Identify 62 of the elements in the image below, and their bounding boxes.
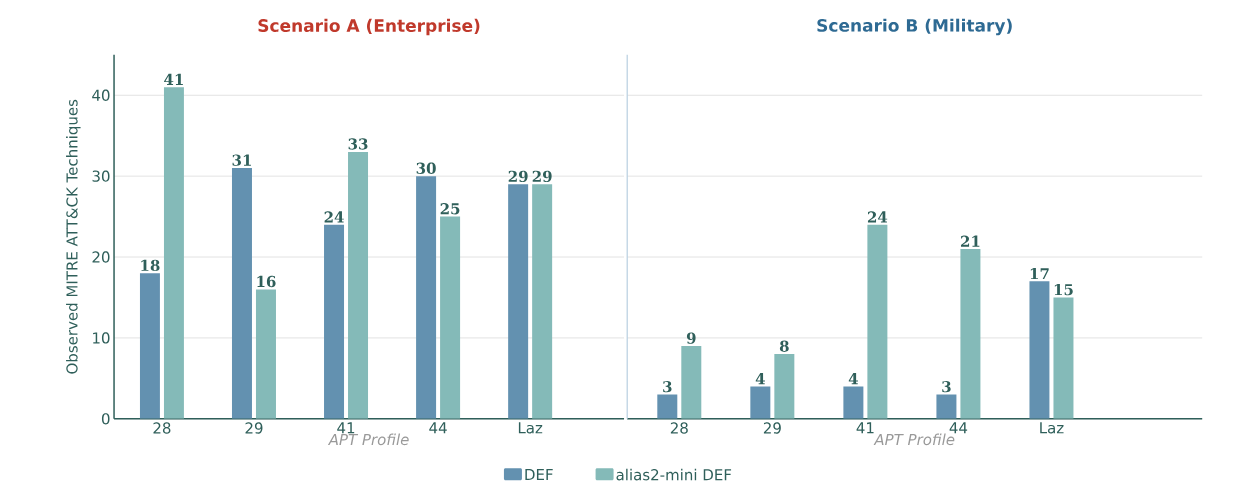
legend-label: DEF bbox=[525, 469, 553, 480]
bar bbox=[139, 273, 160, 419]
data-label: 30 bbox=[416, 162, 436, 174]
bar bbox=[255, 289, 276, 419]
x-tick-label: 41 bbox=[856, 422, 874, 434]
bar bbox=[1053, 297, 1074, 419]
bar bbox=[774, 354, 795, 419]
chart-title: Scenario A (Enterprise) bbox=[258, 18, 480, 36]
x-tick-label: 29 bbox=[245, 422, 263, 434]
data-label: 29 bbox=[508, 170, 528, 183]
bar bbox=[936, 394, 957, 419]
data-label: 24 bbox=[324, 211, 344, 223]
x-tick-label: 28 bbox=[153, 422, 171, 434]
x-tick-label: Laz bbox=[1040, 422, 1064, 434]
data-label: 4 bbox=[848, 373, 858, 385]
data-label: 25 bbox=[440, 203, 460, 215]
data-label: 3 bbox=[942, 380, 951, 393]
bar bbox=[843, 386, 864, 419]
data-label: 4 bbox=[755, 373, 765, 385]
bar bbox=[416, 176, 437, 419]
x-axis-title: APT Profile bbox=[327, 433, 409, 446]
bar bbox=[231, 168, 252, 419]
y-tick-label: 30 bbox=[92, 170, 110, 182]
bar bbox=[960, 248, 981, 419]
x-tick-label: Laz bbox=[518, 422, 543, 434]
x-tick-label: 41 bbox=[337, 422, 355, 434]
data-label: 24 bbox=[867, 211, 888, 223]
data-label: 9 bbox=[686, 332, 696, 344]
chart-title: Scenario B (Military) bbox=[817, 18, 1012, 36]
y-axis-title: Observed MITRE ATT&CK Techniques bbox=[66, 99, 81, 374]
bar bbox=[867, 224, 888, 419]
bar bbox=[657, 394, 678, 419]
bar bbox=[324, 224, 345, 419]
y-tick-label: 40 bbox=[92, 89, 110, 101]
bar bbox=[532, 184, 553, 419]
data-label: 29 bbox=[532, 170, 552, 183]
x-tick-label: 29 bbox=[763, 422, 781, 434]
data-label: 21 bbox=[960, 235, 980, 247]
bar bbox=[1029, 281, 1050, 419]
bar bbox=[440, 216, 461, 419]
bar bbox=[348, 151, 369, 419]
bar bbox=[750, 386, 771, 419]
data-label: 41 bbox=[164, 73, 183, 85]
bar bbox=[163, 87, 184, 419]
data-label: 3 bbox=[663, 380, 672, 393]
data-label: 18 bbox=[141, 259, 160, 272]
x-tick-label: 28 bbox=[670, 422, 688, 434]
x-tick-label: 44 bbox=[429, 422, 447, 434]
y-tick-label: 0 bbox=[101, 413, 110, 425]
x-tick-label: 44 bbox=[949, 422, 968, 434]
bar bbox=[508, 184, 529, 419]
data-label: 16 bbox=[257, 275, 276, 288]
x-axis-title: APT Profile bbox=[873, 433, 955, 446]
legend-label: alias2-mini DEF bbox=[616, 468, 732, 481]
data-label: 15 bbox=[1054, 283, 1073, 296]
data-label: 17 bbox=[1030, 267, 1049, 280]
data-label: 31 bbox=[232, 154, 251, 166]
y-tick-label: 20 bbox=[92, 251, 110, 263]
bar bbox=[681, 346, 702, 419]
y-tick-label: 10 bbox=[93, 332, 110, 344]
data-label: 8 bbox=[779, 340, 789, 352]
data-label: 33 bbox=[348, 138, 368, 150]
